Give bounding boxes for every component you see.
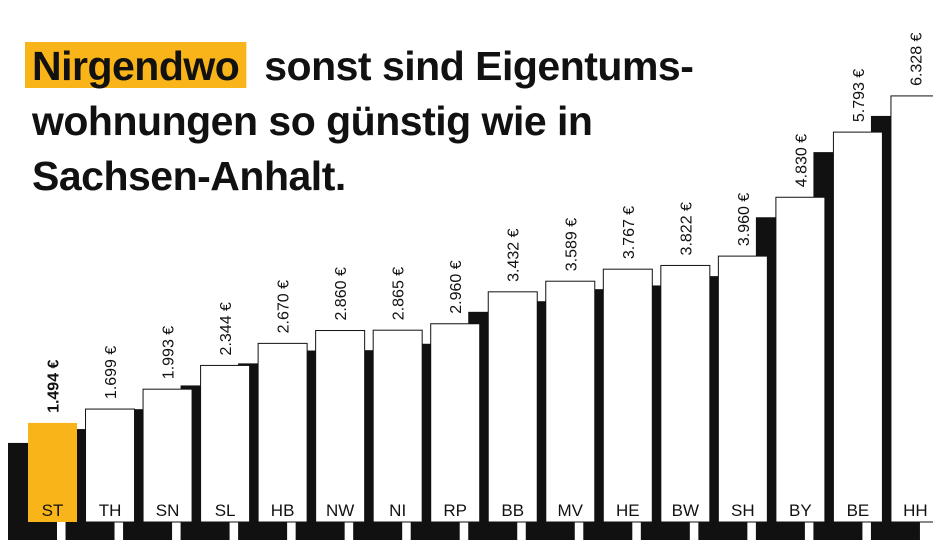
bar xyxy=(430,323,481,523)
bar xyxy=(775,196,826,523)
value-label: 2.865 € xyxy=(391,267,408,320)
x-tick-label: MV xyxy=(558,501,584,520)
value-label: 3.767 € xyxy=(621,206,638,259)
value-label: 2.670 € xyxy=(276,280,293,333)
value-label: 1.993 € xyxy=(161,326,178,379)
bar xyxy=(372,329,423,523)
x-tick-label: RP xyxy=(443,501,467,520)
x-tick-label: HB xyxy=(271,501,295,520)
bar xyxy=(28,422,77,522)
x-tick-label: NI xyxy=(389,501,406,520)
bar xyxy=(660,264,711,523)
title-line: sonst sind Eigentums- xyxy=(264,43,693,89)
title-line: wohnungen so günstig wie in xyxy=(31,98,592,144)
value-label: 1.699 € xyxy=(103,346,120,399)
x-tick-label: ST xyxy=(42,501,64,520)
x-tick-label: SL xyxy=(215,501,236,520)
bar xyxy=(545,280,596,523)
x-tick-label: BY xyxy=(789,501,812,520)
bar xyxy=(142,388,193,523)
title-line: Sachsen-Anhalt. xyxy=(32,153,346,199)
bars: 1.494 € ST 1.699 € TH 1.993 € SN 2.344 € SL 2.67… xyxy=(8,32,933,540)
x-tick-label: BB xyxy=(501,501,524,520)
value-label: 6.328 € xyxy=(908,32,925,85)
bar xyxy=(890,95,933,523)
value-label: 4.830 € xyxy=(793,134,810,187)
x-tick-label: SH xyxy=(731,501,755,520)
bar xyxy=(85,408,136,523)
bar xyxy=(602,268,653,523)
x-tick-label: BW xyxy=(672,501,699,520)
value-label: 3.822 € xyxy=(678,202,695,255)
bar xyxy=(257,342,308,523)
bar xyxy=(200,364,251,523)
x-tick-label: SN xyxy=(156,501,180,520)
title-highlight xyxy=(25,42,247,88)
chart-title: Nirgendwo sonst sind Eigentums- wohnunge… xyxy=(31,43,704,199)
value-label: 3.432 € xyxy=(506,228,523,281)
x-tick-label: HE xyxy=(616,501,640,520)
bar xyxy=(487,291,538,523)
x-tick-label: BE xyxy=(847,501,870,520)
bar xyxy=(315,330,366,523)
x-tick-label: TH xyxy=(99,501,122,520)
value-label: 3.960 € xyxy=(736,193,753,246)
value-label: 2.344 € xyxy=(218,302,235,355)
x-tick-label: NW xyxy=(326,501,354,520)
value-label: 2.860 € xyxy=(333,267,350,320)
bar xyxy=(832,131,883,523)
title-highlight-text: Nirgendwo xyxy=(32,43,239,89)
x-tick-label: HH xyxy=(903,501,928,520)
value-label: 2.960 € xyxy=(448,260,465,313)
value-label: 3.589 € xyxy=(563,218,580,271)
value-label: 1.494 € xyxy=(46,359,63,412)
bar xyxy=(717,255,768,523)
value-label: 5.793 € xyxy=(851,69,868,122)
